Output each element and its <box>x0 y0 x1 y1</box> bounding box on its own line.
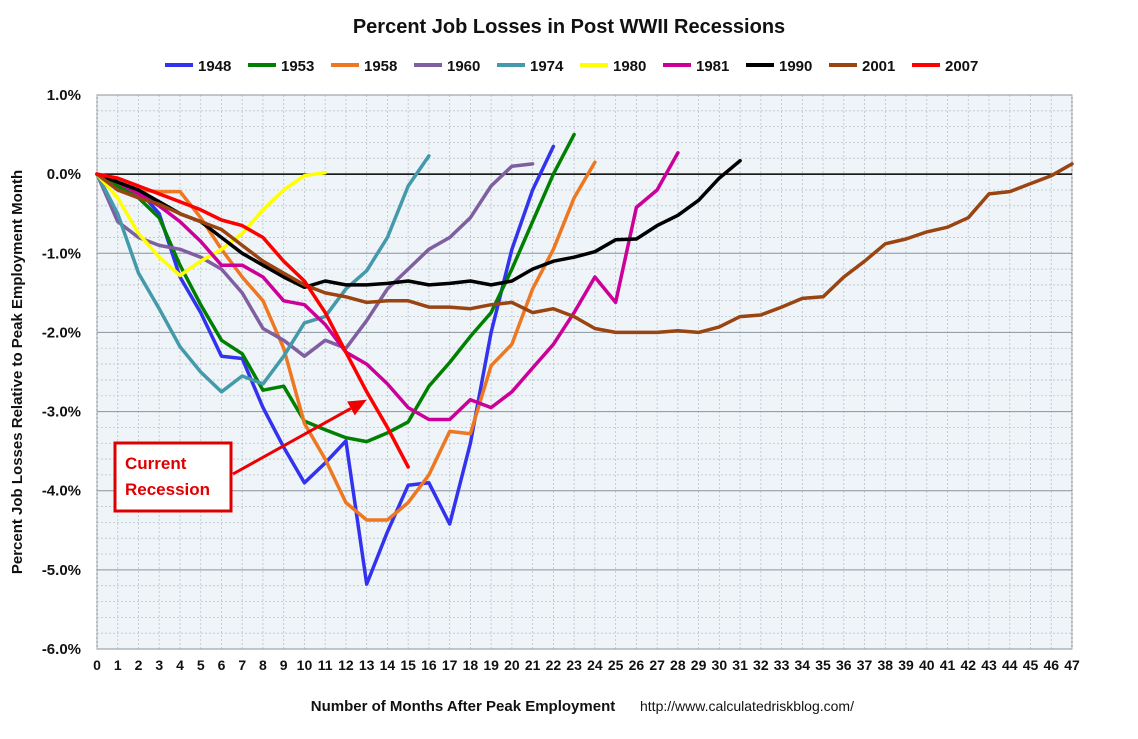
series-group <box>95 132 1074 586</box>
y-tick-label: -1.0% <box>42 245 81 262</box>
y-tick-label: 1.0% <box>47 87 81 104</box>
x-tick-label: 37 <box>857 657 873 673</box>
series-line-1958 <box>95 160 597 522</box>
y-axis-ticks: 1.0% 0.0% -1.0% -2.0% -3.0% -4.0% -5.0% -6.0% <box>42 87 81 658</box>
x-tick-label: 44 <box>1002 657 1018 673</box>
x-tick-label: 45 <box>1023 657 1039 673</box>
x-tick-label: 10 <box>297 657 313 673</box>
x-tick-label: 41 <box>940 657 956 673</box>
annotation-box <box>113 441 233 513</box>
x-tick-label: 31 <box>732 657 748 673</box>
x-tick-label: 1 <box>114 657 122 673</box>
x-tick-label: 22 <box>546 657 562 673</box>
x-tick-label: 30 <box>712 657 728 673</box>
x-tick-label: 26 <box>629 657 645 673</box>
x-tick-label: 8 <box>259 657 267 673</box>
legend-label-1981: 1981 <box>696 58 729 75</box>
annotation-line-2: Recession <box>125 480 210 499</box>
x-axis-label: Number of Months After Peak Employment <box>311 698 615 715</box>
y-tick-label: -2.0% <box>42 324 81 341</box>
legend-label-1953: 1953 <box>281 58 314 75</box>
x-tick-label: 9 <box>280 657 288 673</box>
series-line-1974 <box>95 154 431 394</box>
legend-label-2001: 2001 <box>862 58 895 75</box>
y-tick-label: -6.0% <box>42 641 81 658</box>
x-tick-label: 25 <box>608 657 624 673</box>
y-tick-label: 0.0% <box>47 166 81 183</box>
x-tick-label: 20 <box>504 657 520 673</box>
legend-label-1974: 1974 <box>530 58 564 75</box>
series-line-1960 <box>95 162 535 358</box>
x-tick-label: 23 <box>566 657 582 673</box>
x-tick-label: 19 <box>483 657 499 673</box>
x-tick-label: 15 <box>400 657 416 673</box>
x-tick-label: 27 <box>649 657 665 673</box>
x-tick-label: 42 <box>960 657 976 673</box>
x-tick-label: 7 <box>238 657 246 673</box>
x-tick-label: 14 <box>380 657 396 673</box>
legend-label-1990: 1990 <box>779 58 812 75</box>
x-tick-label: 4 <box>176 657 184 673</box>
x-tick-label: 32 <box>753 657 769 673</box>
series-line-1981 <box>95 151 680 422</box>
annotation-arrowhead <box>347 399 367 416</box>
x-tick-label: 0 <box>93 657 101 673</box>
x-tick-label: 34 <box>795 657 811 673</box>
y-tick-label: -3.0% <box>42 404 81 421</box>
legend-label-1960: 1960 <box>447 58 480 75</box>
x-tick-label: 13 <box>359 657 375 673</box>
x-tick-label: 28 <box>670 657 686 673</box>
current-recession-annotation: Current Recession <box>113 399 367 513</box>
x-tick-label: 38 <box>878 657 894 673</box>
series-line-2007 <box>95 172 410 469</box>
y-axis-label: Percent Job Losses Relative to Peak Empl… <box>9 170 26 574</box>
legend-label-1948: 1948 <box>198 58 231 75</box>
x-tick-label: 24 <box>587 657 603 673</box>
x-tick-label: 47 <box>1064 657 1080 673</box>
plot-area <box>96 94 1073 650</box>
chart-title: Percent Job Losses in Post WWII Recessio… <box>353 16 785 38</box>
x-tick-label: 43 <box>981 657 997 673</box>
legend-label-1980: 1980 <box>613 58 646 75</box>
x-tick-label: 5 <box>197 657 205 673</box>
x-tick-label: 6 <box>218 657 226 673</box>
legend-label-2007: 2007 <box>945 58 978 75</box>
x-tick-label: 35 <box>815 657 831 673</box>
x-tick-label: 46 <box>1043 657 1059 673</box>
x-tick-label: 17 <box>442 657 458 673</box>
source-url: http://www.calculatedriskblog.com/ <box>640 698 854 714</box>
x-tick-label: 39 <box>898 657 914 673</box>
x-tick-label: 29 <box>691 657 707 673</box>
x-tick-label: 18 <box>463 657 479 673</box>
annotation-line-1: Current <box>125 454 187 473</box>
x-tick-label: 16 <box>421 657 437 673</box>
x-tick-label: 21 <box>525 657 541 673</box>
x-tick-label: 33 <box>774 657 790 673</box>
x-tick-label: 36 <box>836 657 852 673</box>
y-tick-label: -5.0% <box>42 562 81 579</box>
x-axis-ticks: 0 1 2 3 4 5 6 7 8 9 10 11 12 13 14 15 16 17 18 19 20 21 22 23 24… <box>93 657 1080 673</box>
annotation-arrow <box>232 407 352 476</box>
y-tick-label: -4.0% <box>42 483 81 500</box>
x-tick-label: 40 <box>919 657 935 673</box>
x-tick-label: 11 <box>318 657 333 673</box>
x-tick-label: 3 <box>155 657 163 673</box>
legend: 1948 1953 1958 1960 1974 1980 1981 1990 2001 2007 <box>165 58 978 75</box>
x-tick-label: 2 <box>135 657 143 673</box>
x-tick-label: 12 <box>338 657 354 673</box>
legend-label-1958: 1958 <box>364 58 397 75</box>
series-line-2001 <box>95 162 1074 335</box>
